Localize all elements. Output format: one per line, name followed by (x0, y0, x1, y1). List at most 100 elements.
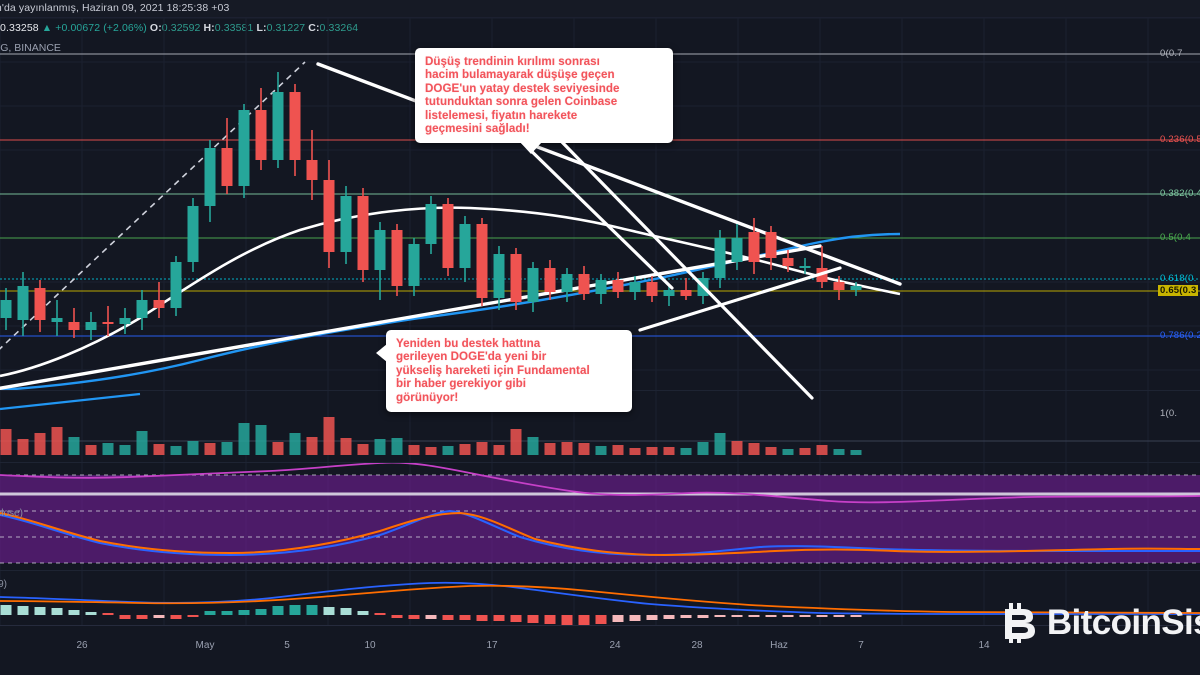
stoch-d-line (0, 511, 1200, 557)
candle (85, 312, 97, 340)
chart-header-bar: ingView.com'da yayınlanmış, Haziran 09, … (0, 0, 1200, 18)
volume-bar (102, 443, 114, 455)
volume-pane[interactable] (0, 390, 1200, 463)
candle (119, 308, 131, 334)
macd-histogram-bar (85, 612, 97, 615)
candle (0, 288, 12, 330)
macd-histogram-bar (629, 615, 641, 621)
macd-histogram-bar (799, 615, 811, 617)
stoch-rsi-pane[interactable]: , 14, close) (0, 461, 1200, 571)
candle (425, 196, 437, 254)
macd-histogram-bar (0, 605, 12, 615)
fib-label-0: 0(0.7 (1160, 48, 1183, 59)
macd-histogram-bar (323, 607, 335, 615)
macd-histogram-bar (782, 615, 794, 617)
volume-bar (374, 439, 386, 455)
volume-bar (442, 446, 454, 455)
macd-label: se, 9) (0, 579, 8, 590)
macd-histogram-bar (765, 615, 777, 617)
candle (663, 286, 675, 306)
volume-bar (136, 431, 148, 455)
close-key: C: (308, 22, 320, 34)
volume-bar (34, 433, 46, 455)
candle (289, 84, 301, 176)
publish-timestamp: ingView.com'da yayınlanmış, Haziran 09, … (0, 2, 230, 14)
candle (323, 160, 335, 268)
volume-bar (357, 444, 369, 455)
time-axis-label: 17 (486, 640, 498, 651)
macd-histogram-bar (646, 615, 658, 620)
candle (17, 272, 29, 336)
volume-bar (680, 448, 692, 455)
volume-bar (340, 438, 352, 455)
annotation-text: Düşüş trendinin kırılımı sonrası hacim b… (425, 55, 620, 136)
candle (408, 238, 420, 296)
volume-bar (391, 438, 403, 455)
open-key: O: (149, 22, 162, 34)
change-arrow-icon: ▲ (41, 22, 53, 34)
candle (459, 216, 471, 282)
macd-histogram-bar (272, 606, 284, 615)
low-value: 0.31227 (266, 22, 306, 34)
volume-bar (714, 433, 726, 455)
volume-bar (663, 447, 675, 455)
macd-histogram-bar (170, 615, 182, 619)
macd-histogram-bar (153, 615, 165, 618)
fib-label-0.786: 0.786(0.2 (1160, 330, 1200, 341)
candle (51, 300, 63, 336)
macd-histogram-bar (612, 615, 624, 622)
candle (850, 282, 862, 296)
macd-histogram-bar (816, 615, 828, 617)
candle (680, 278, 692, 300)
macd-histogram-bar (833, 615, 845, 617)
candle (340, 186, 352, 264)
macd-histogram-bar (850, 615, 862, 617)
fib-label-1: 1(0. (1160, 408, 1178, 419)
volume-bar (527, 437, 539, 455)
volume-bar (272, 442, 284, 455)
volume-bar (170, 446, 182, 455)
volume-bar (17, 439, 29, 455)
stoch-rsi-label: , 14, close) (0, 508, 23, 519)
annotation-support-retest[interactable]: Yeniden bu destek hattına gerileyen DOGE… (376, 330, 632, 413)
high-value: 0.33581 (214, 22, 254, 34)
callout-tail (520, 142, 542, 155)
macd-histogram-bar (595, 615, 607, 624)
price-change-percent: (+2.06%) (103, 22, 147, 34)
volume-bar (697, 442, 709, 455)
volume-bar (0, 429, 12, 455)
logo-wordmark: BitcoinSis (1046, 603, 1200, 642)
volume-bar (51, 427, 63, 455)
macd-histogram-bar (238, 610, 250, 615)
macd-pane[interactable]: se, 9) (0, 570, 1200, 626)
volume-bar (476, 442, 488, 455)
time-axis[interactable]: 26 May 5 10 17 24 28 Haz 7 14 (0, 625, 1200, 675)
volume-bar (646, 447, 658, 455)
macd-histogram-bar (510, 615, 522, 622)
candle (510, 248, 522, 310)
macd-histogram-bar (102, 613, 114, 615)
volume-bar (850, 450, 862, 455)
candle (238, 104, 250, 198)
volume-bar (323, 417, 335, 455)
candle (34, 280, 46, 332)
volume-bar (544, 443, 556, 455)
price-change: +0.00672 (55, 22, 101, 34)
macd-histogram-bar (119, 615, 131, 619)
volume-bar (782, 449, 794, 455)
macd-histogram-bar (374, 613, 386, 615)
volume-bar (510, 429, 522, 455)
time-axis-label: 24 (609, 640, 621, 651)
macd-histogram-bar (34, 607, 46, 615)
macd-histogram-bar (357, 611, 369, 615)
volume-bar (68, 437, 80, 455)
macd-histogram-bar (578, 615, 590, 625)
macd-histogram-bar (663, 615, 675, 619)
time-axis-label: May (195, 640, 215, 651)
volume-legend: US, 1G, BINANCE (0, 42, 61, 54)
volume-bar (765, 447, 777, 455)
time-axis-label: 28 (691, 640, 703, 651)
time-axis-label: 7 (858, 640, 864, 651)
volume-bar (799, 448, 811, 455)
annotation-trend-break[interactable]: Düşüş trendinin kırılımı sonrası hacim b… (415, 48, 673, 155)
